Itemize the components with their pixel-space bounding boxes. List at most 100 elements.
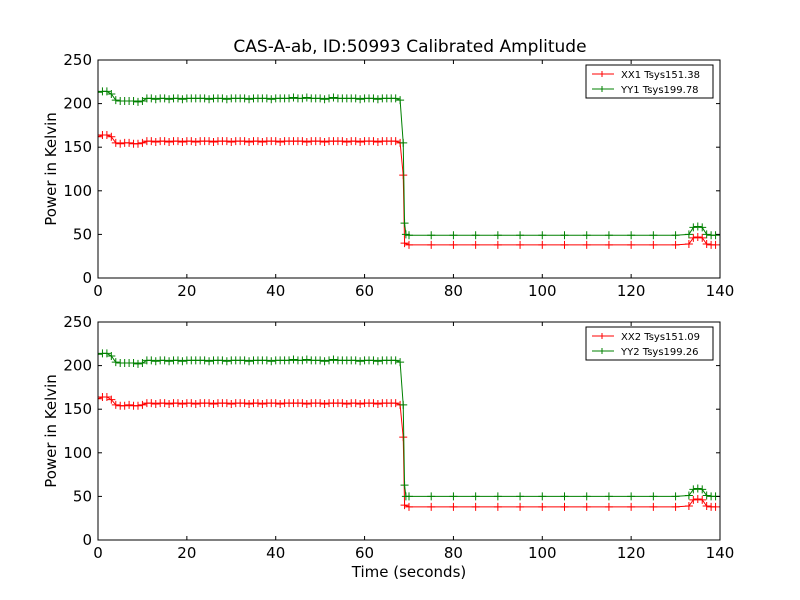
data-point-marker [369, 137, 378, 146]
data-point-marker [218, 94, 227, 103]
x-tick-label: 60 [355, 282, 374, 300]
data-point-marker [147, 399, 156, 408]
data-point-marker [702, 239, 711, 248]
data-point-marker [627, 240, 636, 249]
data-point-marker [187, 137, 196, 146]
x-tick-label: 140 [706, 282, 735, 300]
data-point-marker [702, 230, 711, 239]
data-point-marker [338, 399, 347, 408]
data-point-marker [560, 240, 569, 249]
x-tick-label: 60 [355, 544, 374, 562]
data-point-marker [222, 95, 231, 104]
y-tick-label: 200 [63, 95, 92, 113]
data-point-marker [129, 358, 138, 367]
data-point-marker [689, 223, 698, 232]
data-point-marker [538, 502, 547, 511]
data-point-marker [329, 93, 338, 102]
data-point-marker [316, 137, 325, 146]
data-point-marker [178, 95, 187, 104]
data-point-marker [160, 137, 169, 146]
data-point-marker [320, 399, 329, 408]
data-point-marker [471, 502, 480, 511]
data-point-marker [316, 356, 325, 365]
legend-entry: XX1 Tsys151.38 [592, 70, 700, 81]
data-point-marker [147, 137, 156, 146]
data-point-marker [138, 400, 147, 409]
data-point-marker [471, 492, 480, 501]
data-point-marker [391, 399, 400, 408]
data-point-marker [111, 96, 120, 105]
data-point-marker [240, 356, 249, 365]
data-point-marker [560, 231, 569, 240]
data-point-marker [133, 359, 142, 368]
legend: XX1 Tsys151.38 YY1 Tsys199.78 [585, 64, 714, 99]
data-point-marker [449, 502, 458, 511]
data-point-marker [693, 484, 702, 493]
data-point-marker [147, 94, 156, 103]
y-tick-label: 200 [63, 357, 92, 375]
data-point-marker [649, 502, 658, 511]
data-point-marker [98, 394, 102, 403]
data-point-marker [351, 94, 360, 103]
x-tick-label: 40 [266, 282, 285, 300]
data-point-marker [302, 399, 311, 408]
data-point-marker [209, 399, 218, 408]
y-axis-label: Power in Kelvin [42, 374, 60, 488]
data-point-marker [493, 502, 502, 511]
x-tick-label: 20 [177, 544, 196, 562]
data-point-marker [240, 399, 249, 408]
data-point-marker [427, 240, 436, 249]
y-tick-label: 50 [73, 487, 92, 505]
data-point-marker [173, 94, 182, 103]
data-point-marker [98, 132, 102, 141]
data-point-marker [102, 130, 111, 139]
data-point-marker [298, 137, 307, 146]
data-point-marker [427, 492, 436, 501]
data-point-marker [178, 137, 187, 146]
y-tick-label: 150 [63, 138, 92, 156]
data-point-marker [698, 495, 707, 504]
data-point-marker [111, 358, 120, 367]
data-point-marker [151, 137, 160, 146]
data-point-marker [205, 357, 214, 366]
data-point-marker [200, 94, 209, 103]
data-point-marker [133, 97, 142, 106]
data-point-marker [702, 501, 711, 510]
data-point-marker [391, 356, 400, 365]
data-point-marker [400, 501, 409, 510]
data-point-marker [560, 502, 569, 511]
data-point-marker [538, 240, 547, 249]
x-tick-label: 100 [528, 282, 557, 300]
y-tick-label: 150 [63, 400, 92, 418]
data-point-marker [222, 399, 231, 408]
data-point-marker [160, 94, 169, 103]
data-point-marker [342, 399, 351, 408]
data-point-marker [302, 355, 311, 364]
data-point-marker [684, 239, 693, 248]
data-point-marker [356, 95, 365, 104]
data-point-marker [400, 481, 409, 490]
data-point-marker [173, 399, 182, 408]
y-tick-label: 0 [82, 269, 92, 287]
data-point-marker [356, 399, 365, 408]
x-axis-label: Time (seconds) [351, 563, 467, 581]
data-point-marker [102, 392, 111, 401]
data-point-marker [245, 357, 254, 366]
data-point-marker [271, 137, 280, 146]
data-point-marker [516, 231, 525, 240]
data-point-marker [471, 240, 480, 249]
legend-label: XX2 Tsys151.09 [621, 332, 700, 343]
data-point-marker [325, 356, 334, 365]
data-point-marker [116, 139, 125, 148]
data-point-marker [516, 492, 525, 501]
data-point-marker [338, 137, 347, 146]
data-point-marker [516, 502, 525, 511]
data-point-marker [516, 240, 525, 249]
y-tick-label: 50 [73, 225, 92, 243]
data-point-marker [165, 357, 174, 366]
data-point-marker [191, 399, 200, 408]
data-point-marker [253, 137, 262, 146]
data-point-marker [111, 138, 120, 147]
data-point-marker [178, 399, 187, 408]
legend-label: XX1 Tsys151.38 [621, 70, 700, 81]
